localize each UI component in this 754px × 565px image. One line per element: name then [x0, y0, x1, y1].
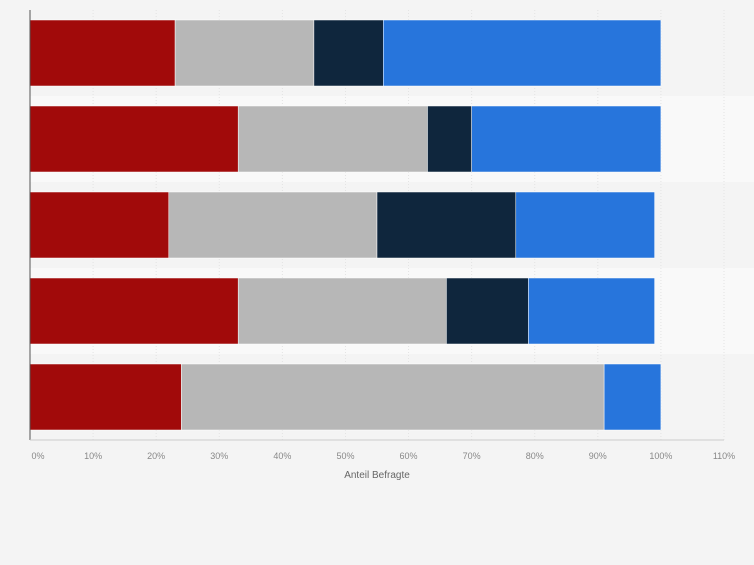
bar-segment-s1-r3 — [29, 191, 170, 259]
x-tick-label: 90% — [589, 451, 607, 461]
bar-segment-s1-r4 — [29, 277, 239, 345]
bar-segment-s4-r2 — [471, 105, 662, 173]
bar-segment-s1-r2 — [29, 105, 239, 173]
bar-segment-s2-r2 — [237, 105, 428, 173]
x-tick-label: 10% — [84, 451, 102, 461]
bar-segment-s2-r3 — [168, 191, 378, 259]
bar-segment-s4-r4 — [528, 277, 655, 345]
x-tick-label: 70% — [463, 451, 481, 461]
bar-segment-s4-r3 — [515, 191, 655, 259]
x-tick-label: 80% — [526, 451, 544, 461]
bar-segment-s2-r5 — [181, 363, 605, 431]
x-tick-labels: 0% 10% 20% 30% 40% 50% 60% 70% 80% 90% 100% 110% — [31, 451, 735, 461]
x-tick-label: 30% — [210, 451, 228, 461]
bar-segment-s2-r1 — [174, 19, 315, 87]
bar-segment-s3-r2 — [427, 105, 472, 173]
x-tick-label: 100% — [649, 451, 672, 461]
bar-segment-s1-r5 — [29, 363, 182, 431]
bar-segment-s3-r1 — [313, 19, 384, 87]
x-tick-label: 50% — [336, 451, 354, 461]
bar-segment-s4-r1 — [383, 19, 662, 87]
x-tick-label: 60% — [400, 451, 418, 461]
axes — [29, 10, 724, 441]
x-tick-label: 40% — [273, 451, 291, 461]
bar-segment-s3-r4 — [446, 277, 529, 345]
bar-segment-s4-r5 — [603, 363, 662, 431]
bar-segment-s1-r1 — [29, 19, 176, 87]
x-tick-label: 0% — [31, 451, 44, 461]
bar-segment-s3-r3 — [376, 191, 517, 259]
x-tick-label: 20% — [147, 451, 165, 461]
bar-segment-s2-r4 — [237, 277, 447, 345]
bars — [29, 19, 662, 431]
x-tick-label: 110% — [713, 451, 735, 461]
x-axis-label: Anteil Befragte — [344, 470, 410, 481]
